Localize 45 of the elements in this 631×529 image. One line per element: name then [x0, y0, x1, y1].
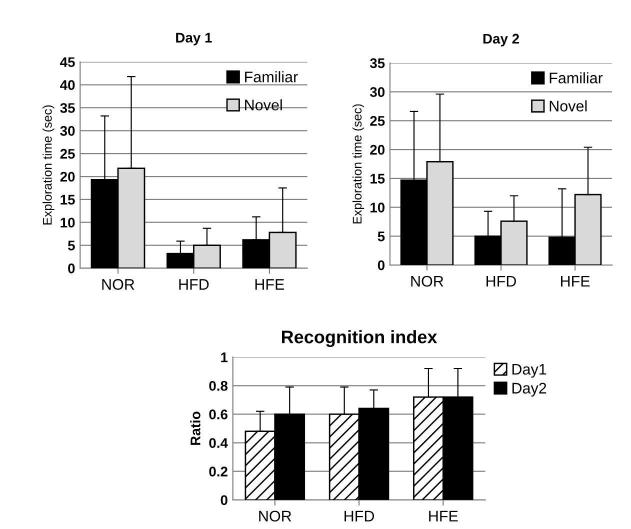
chart-title: Day 1 [176, 32, 212, 46]
y-tick-label: 5 [378, 232, 385, 242]
y-tick-label: 35 [370, 58, 385, 68]
legend-label: Familiar [245, 71, 298, 82]
y-tick-label: 0.4 [209, 438, 228, 448]
y-tick-label: 25 [370, 116, 385, 126]
y-axis-title: Ratio [190, 412, 200, 445]
x-tick-label: HFD [486, 276, 516, 287]
y-tick-label: 30 [370, 87, 385, 98]
y-tick-label: 25 [60, 148, 75, 159]
legend-label: Novel [245, 99, 282, 110]
legend-label: Day1 [512, 364, 546, 378]
chart-title: Recognition index [282, 330, 438, 348]
y-tick-label: 0 [68, 264, 75, 274]
x-tick-label: HFE [255, 279, 284, 290]
y-tick-label: 0.2 [209, 466, 228, 477]
y-tick-label: 30 [60, 126, 75, 136]
y-tick-label: 45 [60, 57, 75, 68]
chart-title: Day 2 [483, 34, 519, 46]
x-tick-label: HFE [561, 276, 590, 287]
y-tick-label: 15 [60, 194, 75, 205]
y-tick-label: 35 [60, 103, 75, 113]
x-tick-label: HFD [179, 279, 209, 290]
legend-label: Novel [550, 100, 587, 112]
y-tick-label: 5 [68, 240, 75, 250]
y-tick-label: 20 [60, 172, 75, 182]
y-tick-label: 1 [221, 352, 228, 362]
y-tick-label: 10 [60, 218, 75, 228]
x-tick-label: HFD [344, 510, 374, 522]
y-tick-label: 10 [370, 202, 385, 212]
y-tick-label: 40 [60, 80, 75, 90]
y-tick-label: 0.6 [209, 410, 228, 420]
legend-label: Familiar [550, 72, 603, 84]
x-tick-label: NOR [259, 510, 292, 522]
y-tick-label: 0.8 [209, 380, 228, 391]
y-tick-label: 20 [370, 144, 385, 155]
x-tick-label: NOR [411, 276, 444, 287]
legend-label: Day2 [512, 382, 546, 397]
y-axis-title: Exploration time (sec) [42, 105, 54, 224]
y-axis-title: Exploration time (sec) [352, 104, 364, 224]
y-tick-label: 15 [370, 174, 385, 184]
x-tick-label: NOR [102, 279, 134, 290]
y-tick-label: 0 [220, 495, 228, 506]
y-tick-label: 0 [378, 260, 385, 270]
x-tick-label: HFE [429, 510, 458, 522]
